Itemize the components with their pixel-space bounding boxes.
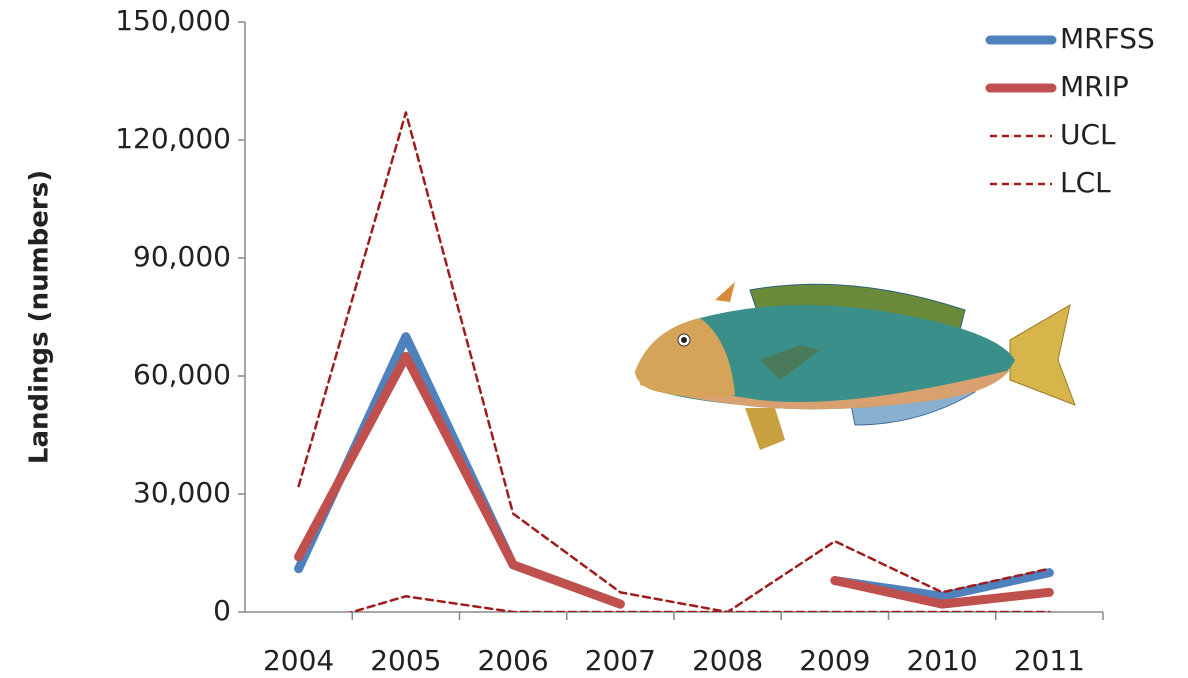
x-tick-label: 2004 xyxy=(263,644,334,677)
x-tick-label: 2010 xyxy=(906,644,977,677)
y-tick-label: 120,000 xyxy=(115,122,231,155)
plot-area xyxy=(294,111,1054,612)
x-tick-label: 2006 xyxy=(477,644,548,677)
y-axis-title: Landings (numbers) xyxy=(25,170,55,464)
x-tick-label: 2007 xyxy=(585,644,656,677)
legend-label: MRIP xyxy=(1060,70,1129,103)
legend-label: UCL xyxy=(1060,118,1116,151)
y-tick-label: 150,000 xyxy=(115,4,231,37)
y-tick-label: 90,000 xyxy=(133,240,231,273)
series-line xyxy=(830,576,1054,609)
series-line xyxy=(294,351,625,609)
x-tick-label: 2005 xyxy=(370,644,441,677)
fish-illustration xyxy=(635,282,1076,450)
x-tick-label: 2008 xyxy=(692,644,763,677)
y-tick-label: 0 xyxy=(213,594,231,627)
x-tick-label: 2009 xyxy=(799,644,870,677)
y-tick-label: 60,000 xyxy=(133,358,231,391)
legend-label: LCL xyxy=(1060,166,1111,199)
x-tick-label: 2011 xyxy=(1014,644,1085,677)
series-line xyxy=(297,111,1051,612)
legend-label: MRFSS xyxy=(1060,22,1155,55)
y-tick-label: 30,000 xyxy=(133,476,231,509)
